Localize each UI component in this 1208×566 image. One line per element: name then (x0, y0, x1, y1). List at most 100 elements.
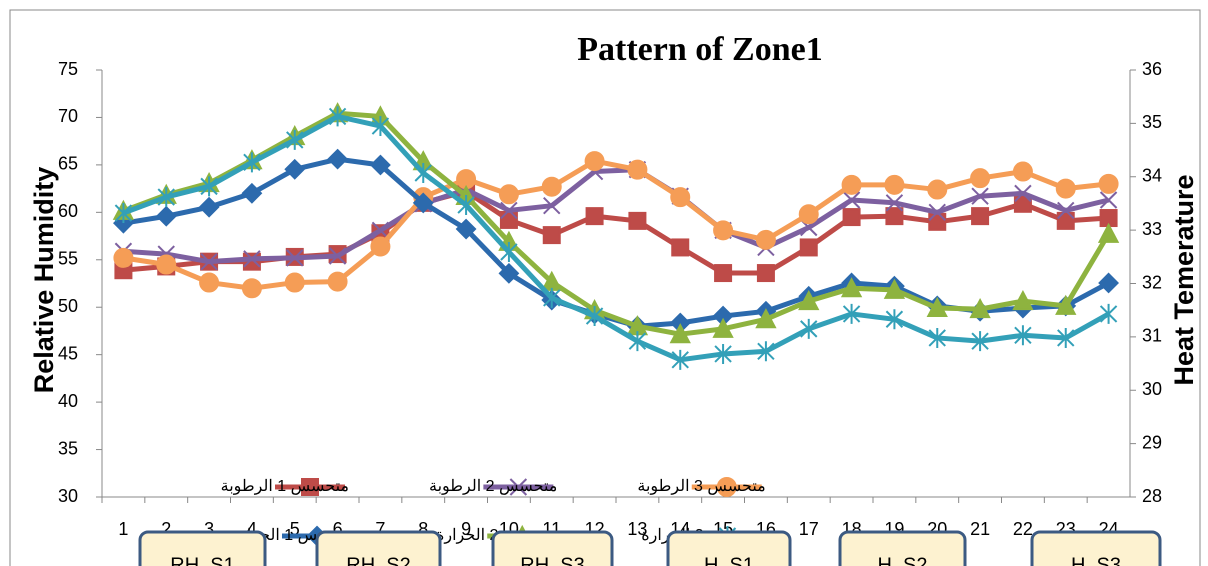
marker (928, 212, 947, 231)
marker (542, 226, 561, 245)
y-tick-label: 50 (58, 296, 78, 316)
marker (842, 208, 861, 227)
marker (284, 272, 305, 293)
marker (971, 187, 989, 205)
legend-label: متحسس 3 الرطوبة (637, 478, 765, 495)
annotation-box (666, 530, 792, 566)
marker (1057, 327, 1075, 348)
marker (371, 116, 390, 137)
y-tick-label: 45 (58, 343, 78, 363)
y-axis-title: Relative Humidity (29, 167, 59, 394)
marker (414, 163, 432, 184)
marker (755, 229, 776, 250)
marker (716, 477, 737, 497)
marker (799, 238, 818, 257)
x-tick-label: 2 (161, 519, 171, 539)
marker (113, 247, 134, 268)
y-tick-label: 70 (58, 106, 78, 126)
marker (543, 287, 561, 308)
marker (885, 194, 904, 212)
annotation-label: H_S3 (1071, 554, 1121, 566)
chart-title: Pattern of Zone1 (577, 31, 823, 68)
marker (327, 271, 348, 292)
marker (199, 272, 220, 293)
marker (628, 211, 647, 230)
marker (284, 158, 306, 180)
marker (584, 151, 605, 172)
marker (756, 264, 775, 283)
marker (971, 331, 989, 352)
y-tick-label: 55 (58, 249, 78, 269)
marker (200, 252, 218, 271)
marker (1012, 161, 1033, 182)
marker (1099, 303, 1118, 324)
marker (1055, 178, 1076, 199)
x-tick-label: 9 (461, 519, 471, 539)
marker (1055, 294, 1077, 315)
legend-label: متحسس 1 الرطوبة (221, 478, 349, 495)
marker (757, 341, 775, 362)
marker (669, 323, 691, 344)
x-tick-label: 5 (290, 519, 300, 539)
series (114, 106, 1118, 370)
marker (969, 297, 991, 319)
marker (243, 250, 261, 268)
y2-tick-label: 31 (1142, 326, 1162, 346)
y2-tick-label: 35 (1142, 112, 1162, 132)
marker (370, 154, 391, 176)
marker (498, 262, 520, 284)
series-line (122, 113, 1110, 363)
annotation-label: H_S1 (704, 554, 754, 566)
marker (1097, 222, 1120, 243)
x-tick-label: 17 (799, 519, 819, 539)
x-tick-label: 22 (1013, 519, 1033, 539)
annotation-box (1030, 530, 1162, 566)
y-tick-label: 60 (58, 201, 78, 221)
legend-label: متحسس 2 الرطوبة (429, 478, 557, 495)
annotation-box (838, 530, 967, 566)
x-tick-label: 3 (204, 519, 214, 539)
marker (1099, 191, 1118, 209)
series-line (123, 167, 1110, 265)
y2-tick-label: 28 (1142, 486, 1162, 506)
marker (926, 296, 948, 318)
x-tick-label: 1 (118, 519, 128, 539)
marker (1012, 289, 1034, 311)
x-tick-label: 4 (247, 519, 257, 539)
marker (713, 220, 734, 241)
marker (499, 210, 518, 229)
marker (971, 207, 990, 226)
annotation-label: RH_S1 (170, 554, 234, 566)
y2-tick-label: 32 (1142, 272, 1162, 292)
marker (1098, 272, 1119, 294)
marker (628, 331, 647, 352)
y-tick-label: 75 (58, 59, 78, 79)
marker (155, 205, 177, 227)
y2-axis-title: Heat Temerature (1169, 174, 1199, 385)
marker (800, 318, 818, 339)
marker (671, 238, 690, 257)
marker (500, 242, 518, 263)
y2-tick-label: 30 (1142, 379, 1162, 399)
marker (328, 106, 347, 127)
marker (455, 218, 477, 240)
marker (885, 309, 904, 330)
marker (328, 247, 347, 265)
series (113, 151, 1119, 299)
marker (198, 196, 220, 218)
marker (1057, 201, 1075, 220)
marker (928, 203, 946, 222)
marker (301, 478, 319, 496)
marker (286, 249, 304, 267)
y2-tick-label: 36 (1142, 59, 1162, 79)
y-tick-label: 30 (58, 486, 78, 506)
marker (884, 174, 905, 195)
y2-tick-label: 34 (1142, 166, 1162, 186)
marker (671, 349, 689, 370)
marker (370, 236, 391, 257)
marker (840, 277, 863, 298)
marker (970, 168, 991, 189)
x-tick-label: 6 (333, 519, 343, 539)
chart-frame (9, 9, 1201, 566)
